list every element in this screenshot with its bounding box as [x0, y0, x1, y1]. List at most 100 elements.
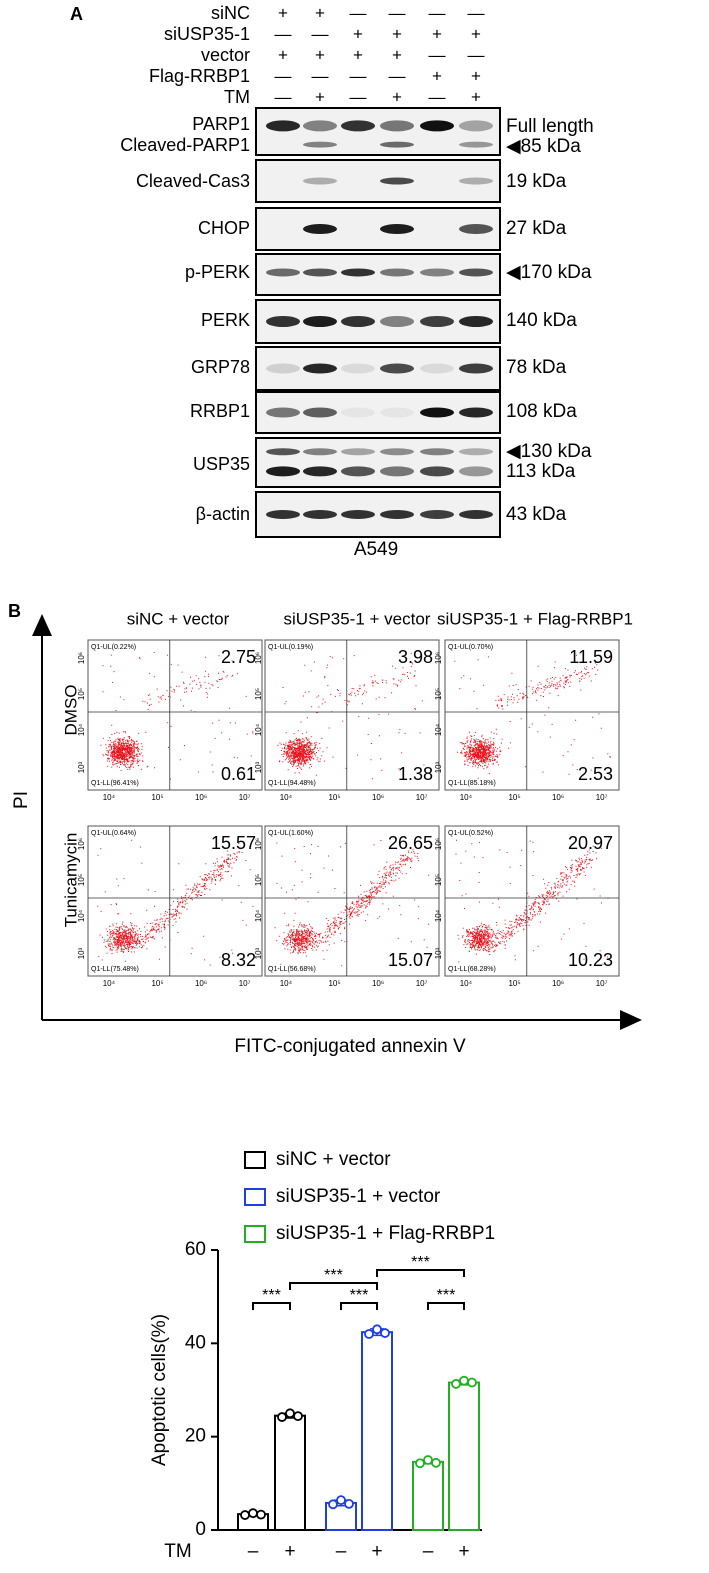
quadrant-label: Q1-LL(75.48%) [91, 966, 139, 973]
flow-x-tick: 10⁷ [239, 793, 251, 802]
protein-label: RRBP1 [190, 401, 250, 421]
blot-band [420, 407, 454, 418]
flow-x-tick: 10⁵ [508, 793, 520, 802]
blot-band [459, 120, 493, 132]
flow-x-tick: 10⁶ [195, 979, 207, 988]
flow-y-tick: 10⁵ [254, 688, 263, 700]
significance-label: *** [262, 1287, 281, 1304]
significance-label: *** [411, 1254, 430, 1271]
blot-frame [255, 437, 501, 488]
blot-band [380, 224, 414, 234]
data-point [328, 1499, 338, 1510]
blot-band [420, 316, 454, 327]
x-tick-label: – [423, 1541, 434, 1562]
condition-mark: — [275, 87, 292, 106]
flow-y-tick: 10³ [254, 761, 263, 773]
size-label: 19 kDa [506, 171, 567, 192]
blot-band [303, 407, 337, 418]
quadrant-value: 26.65 [388, 833, 433, 853]
y-tick-label: 20 [185, 1426, 206, 1447]
blot-band [459, 510, 493, 519]
blot-band [459, 268, 493, 277]
flow-y-tick: 10³ [254, 947, 263, 959]
flow-y-tick: 10⁴ [254, 723, 263, 736]
y-axis-label: Apoptotic cells(%) [149, 1314, 170, 1466]
protein-label: Cleaved-Cas3 [136, 171, 250, 191]
quadrant-value: 20.97 [568, 833, 613, 853]
column-title: siNC + vector [127, 609, 230, 628]
flow-events [277, 652, 425, 780]
flow-x-tick: 10⁵ [151, 793, 163, 802]
blot-band [266, 120, 300, 132]
flow-x-tick: 10⁷ [239, 979, 251, 988]
quadrant-value: 1.38 [398, 764, 433, 784]
data-point [380, 1328, 390, 1338]
condition-mark: — [429, 45, 446, 64]
quadrant-label: Q1-UL(0.22%) [91, 644, 136, 651]
condition-label: vector [201, 45, 250, 65]
blot-band [341, 268, 375, 277]
blot-band [303, 177, 337, 185]
condition-mark: + [315, 45, 325, 64]
condition-mark: + [392, 24, 402, 43]
y-tick-label: 0 [195, 1519, 206, 1540]
flow-y-tick: 10⁶ [434, 838, 443, 850]
blot-band [459, 177, 493, 185]
flow-y-tick: 10⁶ [254, 838, 263, 850]
data-point [240, 1510, 250, 1520]
quadrant-value: 0.61 [221, 764, 256, 784]
size-label: 78 kDa [506, 357, 567, 378]
flow-x-tick: 10⁵ [328, 979, 340, 988]
size-label: 108 kDa [506, 401, 577, 422]
condition-mark: + [432, 66, 442, 85]
flow-y-tick: 10⁵ [434, 874, 443, 886]
flow-x-tick: 10⁷ [596, 979, 608, 988]
blot-band [380, 177, 414, 185]
flow-y-tick: 10⁴ [254, 909, 263, 922]
flow-x-tick: 10⁵ [328, 793, 340, 802]
y-tick-label: 60 [185, 1239, 206, 1260]
flow-y-tick: 10³ [434, 761, 443, 773]
flow-y-tick: 10⁵ [254, 874, 263, 886]
blot-band [459, 141, 493, 148]
condition-mark: + [353, 24, 363, 43]
condition-mark: — [350, 87, 367, 106]
data-point [467, 1377, 477, 1388]
flow-x-tick: 10⁴ [103, 793, 116, 802]
flow-events [97, 839, 254, 966]
quadrant-label: Q1-UL(1.60%) [268, 830, 313, 837]
data-point [256, 1509, 266, 1520]
condition-label: TM [224, 87, 250, 107]
condition-mark: + [471, 66, 481, 85]
blot-band [341, 363, 375, 374]
blot-band [266, 363, 300, 374]
flow-frame [444, 825, 620, 977]
blot-band [380, 363, 414, 374]
flow-x-tick: 10⁷ [416, 979, 428, 988]
blot-band [303, 224, 337, 234]
significance-label: *** [437, 1287, 456, 1304]
bar [412, 1460, 444, 1532]
size-label: 140 kDa [506, 310, 577, 331]
cell-line: A549 [354, 539, 398, 560]
quadrant-label: Q1-UL(0.52%) [448, 830, 493, 837]
blot-band [420, 510, 454, 519]
protein-label: p-PERK [185, 262, 250, 282]
x-axis-label: FITC-conjugated annexin V [234, 1036, 466, 1057]
blot-band [303, 316, 337, 327]
condition-mark: + [278, 3, 288, 22]
flow-x-tick: 10⁶ [372, 793, 384, 802]
blot-band [303, 268, 337, 277]
flow-x-tick: 10⁷ [416, 793, 428, 802]
flow-frame [87, 825, 263, 977]
condition-mark: + [315, 87, 325, 106]
quadrant-value: 8.32 [221, 950, 256, 970]
size-label: ◀170 kDa [506, 262, 592, 283]
blot-frame [255, 107, 501, 156]
protein-label: USP35 [193, 454, 250, 474]
flow-y-tick: 10⁶ [434, 652, 443, 664]
blot-band [266, 407, 300, 418]
flow-x-tick: 10⁶ [552, 793, 564, 802]
bar [361, 1331, 393, 1531]
